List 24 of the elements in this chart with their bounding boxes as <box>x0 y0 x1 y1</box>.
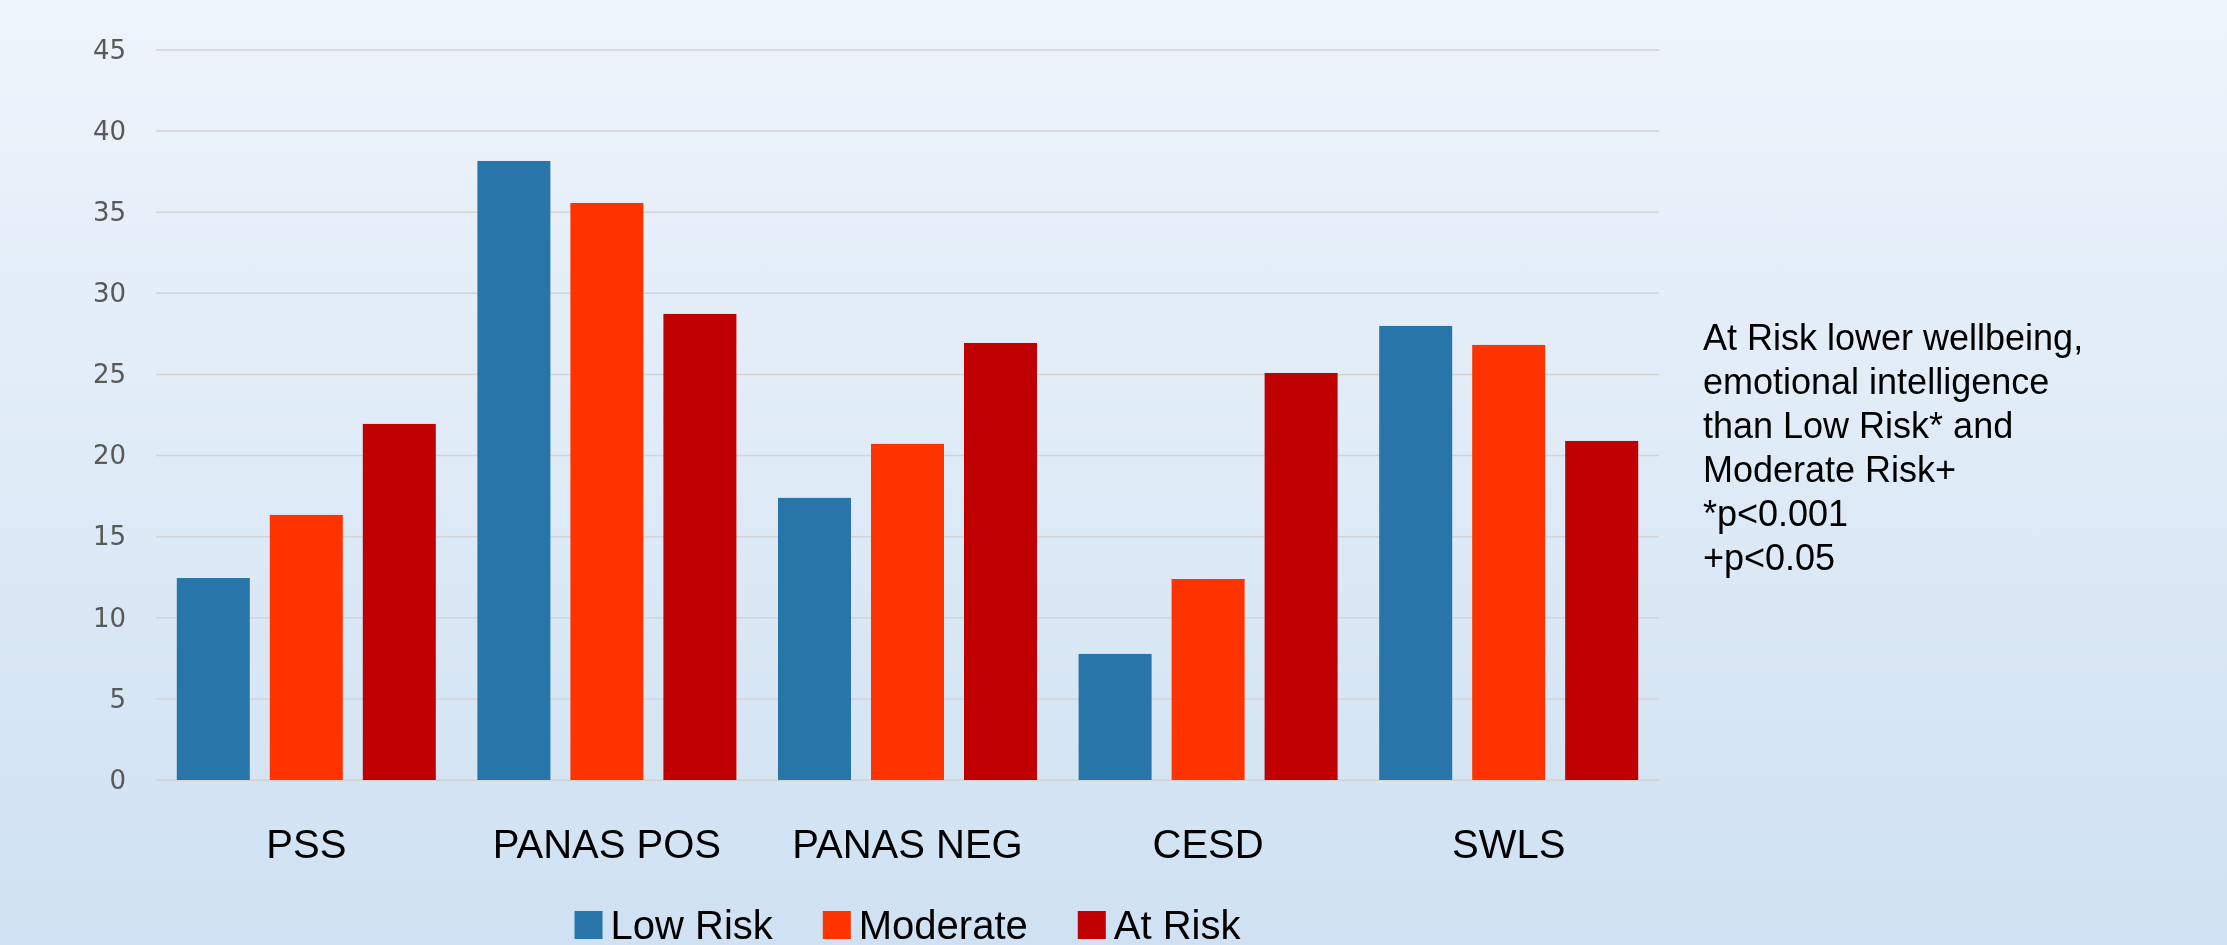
x-tick-label: CESD <box>1152 822 1264 867</box>
x-tick-label: PANAS POS <box>492 822 722 867</box>
x-tick-label: PSS <box>266 822 347 867</box>
x-tick-label: SWLS <box>1452 822 1566 867</box>
legend-label: Moderate <box>858 903 1028 945</box>
y-tick-label: 45 <box>92 34 126 65</box>
y-tick-label: 10 <box>92 602 126 633</box>
text: than Low Risk* and <box>1703 405 2014 446</box>
y-tick-label: 5 <box>109 683 126 714</box>
text: Moderate Risk+ <box>1703 449 1957 490</box>
text: emotional intelligence <box>1703 361 2050 402</box>
x-tick-label: PANAS NEG <box>792 822 1023 867</box>
y-tick-label: 30 <box>92 278 126 309</box>
y-tick-label: 20 <box>92 440 126 471</box>
y-tick-label: 40 <box>92 115 126 146</box>
legend-label: Low Risk <box>610 903 774 945</box>
text: At Risk lower wellbeing, <box>1703 317 2084 358</box>
legend-label: At Risk <box>1113 903 1242 945</box>
y-tick-label: 35 <box>92 197 126 228</box>
text: *p<0.001 <box>1703 493 1849 534</box>
y-tick-label: 15 <box>92 521 126 552</box>
y-tick-label: 25 <box>92 359 126 390</box>
y-tick-label: 0 <box>109 764 126 795</box>
text: +p<0.05 <box>1703 537 1836 578</box>
